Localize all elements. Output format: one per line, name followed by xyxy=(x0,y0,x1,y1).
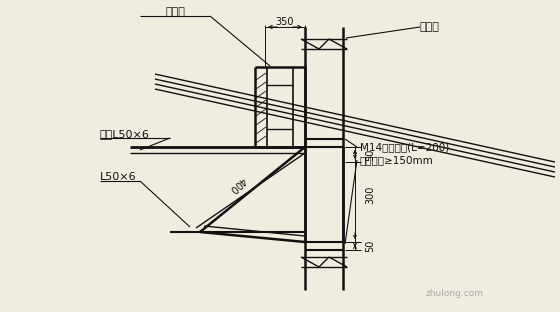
Text: 通长L50×6: 通长L50×6 xyxy=(100,129,150,139)
Text: 护坡桩: 护坡桩 xyxy=(420,22,440,32)
Text: 钢腰梁: 钢腰梁 xyxy=(165,7,185,17)
Text: M14膨胀螺栓(L=200): M14膨胀螺栓(L=200) xyxy=(360,142,449,152)
Text: 50: 50 xyxy=(365,240,375,252)
Text: 50: 50 xyxy=(365,148,375,161)
Text: 400: 400 xyxy=(227,174,248,194)
Text: zhulong.com: zhulong.com xyxy=(426,290,484,299)
Text: L50×6: L50×6 xyxy=(100,172,137,182)
Text: 350: 350 xyxy=(276,17,294,27)
Text: 300: 300 xyxy=(365,185,375,204)
Text: 伸入桩身≥150mm: 伸入桩身≥150mm xyxy=(360,155,434,165)
